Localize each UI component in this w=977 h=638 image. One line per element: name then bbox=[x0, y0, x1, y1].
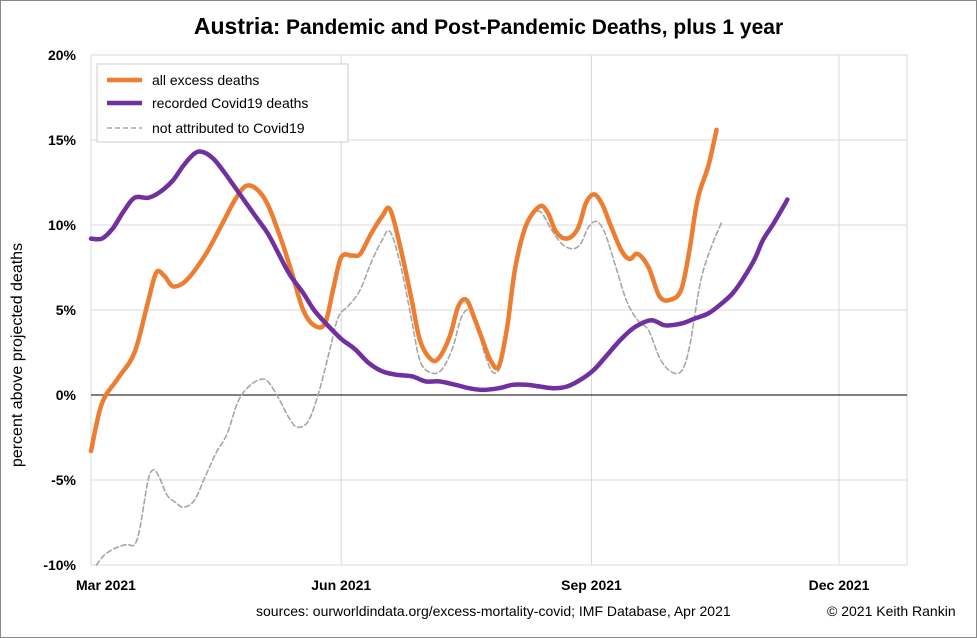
chart-title: Austria: Pandemic and Post-Pandemic Deat… bbox=[0, 13, 977, 40]
legend: all excess deaths recorded Covid19 deaths… bbox=[96, 63, 349, 143]
x-tick-label: Dec 2021 bbox=[809, 577, 870, 593]
y-tick-label: 20% bbox=[48, 47, 77, 63]
gridlines bbox=[90, 54, 908, 566]
y-axis-label: percent above projected deaths bbox=[9, 243, 26, 467]
y-tick-label: 10% bbox=[48, 217, 77, 233]
y-tick-label: 0% bbox=[56, 387, 77, 403]
series-line-not-attributed bbox=[95, 210, 723, 566]
legend-item-covid-label: recorded Covid19 deaths bbox=[152, 95, 308, 111]
footer-sources: sources: ourworldindata.org/excess-morta… bbox=[256, 603, 731, 619]
footer-copyright: © 2021 Keith Rankin bbox=[827, 603, 956, 619]
y-tick-label: 5% bbox=[56, 302, 77, 318]
y-tick-label: -10% bbox=[43, 557, 76, 573]
title-country: Austria bbox=[193, 13, 274, 39]
title-rest: : Pandemic and Post-Pandemic Deaths, plu… bbox=[273, 16, 784, 39]
legend-item-not-attributed-label: not attributed to Covid19 bbox=[152, 120, 305, 136]
legend-item-all-excess-label: all excess deaths bbox=[152, 72, 259, 88]
series-layer bbox=[88, 127, 790, 566]
y-tick-label: -5% bbox=[51, 472, 76, 488]
x-tick-label: Jun 2021 bbox=[311, 577, 371, 593]
series-line-all-excess bbox=[88, 127, 719, 454]
y-tick-label: 15% bbox=[48, 132, 77, 148]
series-line-covid bbox=[88, 149, 790, 393]
x-tick-label: Mar 2021 bbox=[76, 577, 136, 593]
x-tick-label: Sep 2021 bbox=[561, 577, 622, 593]
axes: 20% 15% 10% 5% 0% -5% -10%Mar 2021 Jun 2021 Sep … bbox=[43, 47, 907, 593]
